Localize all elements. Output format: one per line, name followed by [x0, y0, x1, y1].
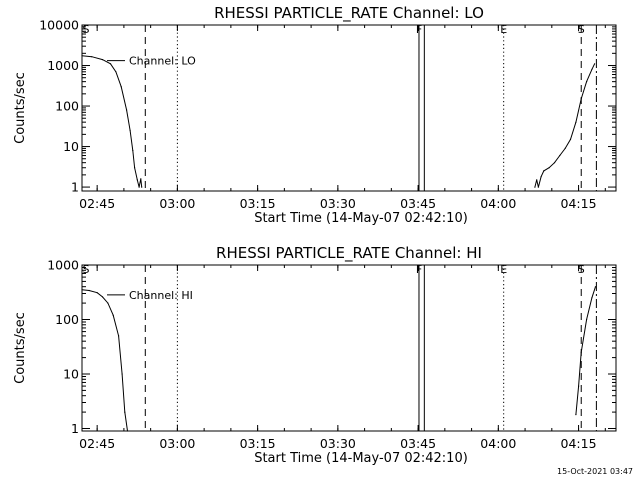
data-point — [129, 129, 131, 131]
x-tick-label: 03:30 — [320, 196, 356, 211]
data-point — [132, 149, 134, 152]
data-point — [91, 56, 93, 58]
x-tick-label: 03:00 — [159, 196, 195, 211]
series-line — [575, 286, 596, 415]
data-point — [553, 162, 556, 164]
data-point — [575, 414, 577, 416]
data-point — [591, 297, 593, 299]
chart-panel-1: RHESSI PARTICLE_RATE Channel: LO 02:45 03:… — [13, 4, 617, 226]
data-point — [536, 179, 538, 181]
x-tick-label: 04:15 — [561, 436, 597, 451]
data-point — [107, 302, 109, 304]
y-tick-label: 1 — [71, 180, 79, 195]
event-marker-label: S — [83, 263, 90, 276]
data-point — [534, 186, 536, 188]
data-point — [120, 86, 122, 88]
data-point — [118, 335, 120, 337]
y-tick-label: 10000 — [39, 18, 79, 33]
series-line — [534, 63, 596, 188]
event-marker-label: S — [83, 23, 90, 36]
event-marker-label: E — [500, 263, 507, 276]
plot-frame — [81, 24, 617, 192]
data-point — [126, 109, 128, 111]
series-label: Channel: LO — [129, 55, 196, 68]
data-point — [575, 121, 577, 123]
y-tick-label: 1 — [71, 421, 79, 436]
y-axis-label: Counts/sec — [13, 312, 28, 384]
data-point — [564, 147, 566, 149]
footer-timestamp: 15-Oct-2021 03:47 — [557, 467, 633, 476]
y-tick-label: 1000 — [47, 58, 79, 73]
data-point — [569, 138, 572, 140]
data-point — [138, 186, 140, 188]
data-point — [121, 373, 123, 375]
data-point — [537, 186, 540, 188]
data-point — [101, 59, 104, 61]
data-point — [81, 289, 83, 291]
y-axis-label: Counts/sec — [13, 72, 28, 144]
data-point — [115, 71, 117, 73]
x-tick-label: 03:45 — [400, 196, 436, 211]
data-point — [580, 98, 582, 100]
x-tick-label: 03:15 — [240, 196, 276, 211]
data-point — [126, 430, 129, 432]
data-point — [88, 289, 90, 292]
data-point — [134, 167, 136, 169]
data-point — [124, 411, 126, 413]
data-point — [109, 63, 112, 65]
data-point — [101, 296, 104, 298]
data-point — [96, 292, 98, 294]
data-point — [140, 178, 142, 180]
y-tick-label: 100 — [55, 99, 79, 114]
data-point — [594, 286, 597, 288]
y-tick-label: 1000 — [47, 258, 79, 273]
x-axis-label: Start Time (14-May-07 02:42:10) — [254, 211, 468, 226]
chart-title: RHESSI PARTICLE_RATE Channel: LO — [214, 4, 484, 23]
y-tick-label: 10 — [63, 367, 79, 382]
data-point — [141, 186, 143, 188]
data-point — [580, 351, 582, 353]
x-tick-label: 02:45 — [79, 196, 115, 211]
x-axis-label: Start Time (14-May-07 02:42:10) — [254, 451, 468, 466]
x-tick-label: 04:00 — [480, 436, 516, 451]
x-tick-label: 03:00 — [159, 436, 195, 451]
event-marker-label: F — [416, 263, 422, 276]
data-point — [578, 385, 580, 387]
data-point — [594, 63, 596, 65]
series-line — [81, 289, 128, 432]
x-tick-label: 02:45 — [79, 436, 115, 451]
data-point — [112, 314, 114, 316]
series-line — [81, 55, 143, 188]
chart-title: RHESSI PARTICLE_RATE Channel: HI — [216, 244, 482, 263]
data-point — [591, 68, 593, 70]
data-point — [548, 167, 550, 169]
x-tick-label: 03:30 — [320, 436, 356, 451]
data-point — [559, 154, 561, 157]
event-marker-label: E — [500, 23, 507, 36]
x-tick-label: 04:15 — [561, 196, 597, 211]
data-point — [543, 170, 545, 172]
data-point — [81, 55, 83, 57]
data-point — [136, 179, 138, 181]
data-point — [586, 318, 588, 321]
chart-panel-2: RHESSI PARTICLE_RATE Channel: HI 02:45 03:… — [13, 244, 617, 466]
data-point — [540, 176, 542, 178]
y-tick-label: 10 — [63, 139, 79, 154]
x-tick-label: 03:45 — [400, 436, 436, 451]
event-marker-label: F — [416, 23, 422, 36]
event-marker-label: S — [578, 263, 585, 276]
y-tick-label: 100 — [55, 312, 79, 327]
series-label: Channel: HI — [129, 289, 193, 302]
x-tick-label: 03:15 — [240, 436, 276, 451]
x-tick-label: 04:00 — [480, 196, 516, 211]
data-point — [586, 81, 588, 83]
event-marker-label: S — [578, 23, 585, 36]
